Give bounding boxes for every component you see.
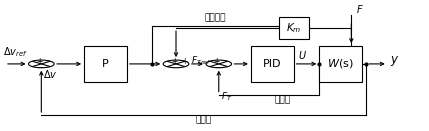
Text: $F_{Tref}$: $F_{Tref}$	[191, 54, 211, 67]
Text: PID: PID	[263, 59, 281, 69]
Text: −: −	[214, 63, 220, 72]
Text: −: −	[36, 63, 42, 72]
Text: $F$: $F$	[356, 3, 364, 15]
Text: 前馈补偿: 前馈补偿	[205, 13, 227, 23]
Text: $K_m$: $K_m$	[286, 21, 301, 35]
Bar	[84, 46, 127, 82]
Text: 速度环: 速度环	[196, 115, 212, 124]
Text: P: P	[102, 59, 109, 69]
Circle shape	[28, 60, 54, 68]
Bar	[251, 46, 293, 82]
Circle shape	[206, 60, 232, 68]
Text: $\Delta v_{ref}$: $\Delta v_{ref}$	[3, 46, 27, 59]
Bar	[319, 46, 362, 82]
Text: +: +	[36, 57, 42, 66]
Text: +: +	[171, 57, 177, 66]
Text: $U$: $U$	[298, 49, 307, 61]
Circle shape	[163, 60, 189, 68]
Text: $\Delta v$: $\Delta v$	[43, 68, 58, 80]
Bar	[279, 17, 308, 39]
Text: 张力环: 张力环	[274, 95, 290, 104]
Text: +: +	[214, 57, 220, 66]
Text: $W\mathsf{(s)}$: $W\mathsf{(s)}$	[327, 57, 354, 70]
Text: $F_T$: $F_T$	[221, 91, 233, 103]
Text: +: +	[181, 57, 187, 66]
Text: $y$: $y$	[390, 54, 399, 68]
